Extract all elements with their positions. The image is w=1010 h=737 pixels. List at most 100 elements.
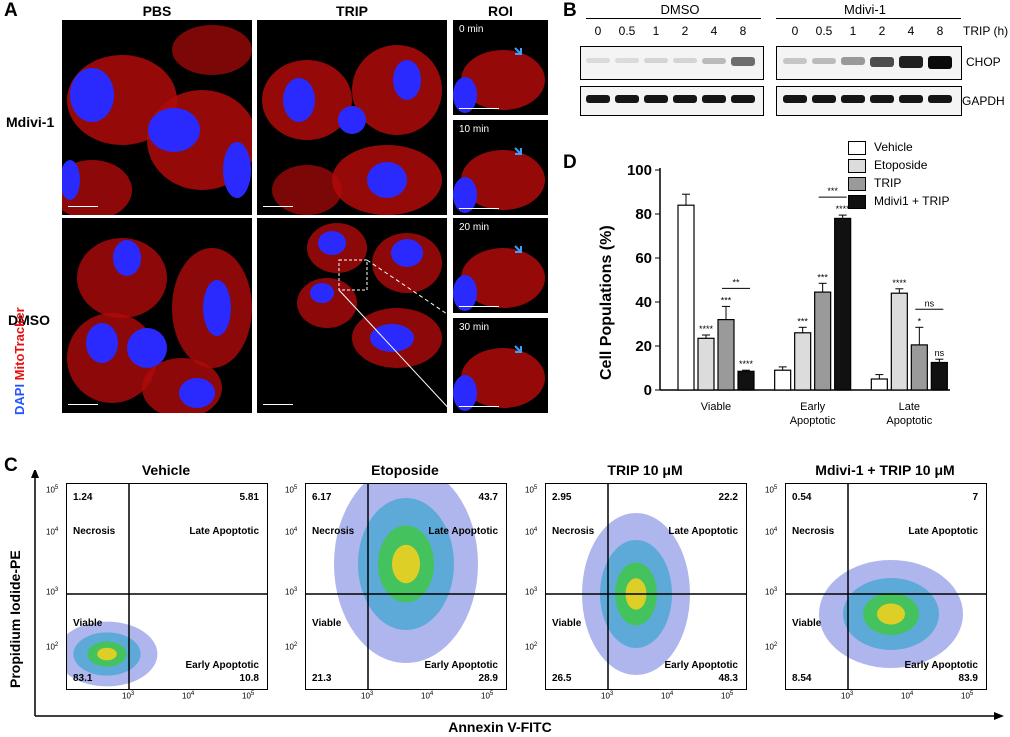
bar-mdivi1-trip	[737, 370, 755, 391]
flow-plot-title: Mdivi-1 + TRIP 10 μM	[815, 462, 955, 478]
quadrant-value-ll: 8.54	[792, 673, 812, 684]
gapdh-blot-dmso	[580, 86, 764, 116]
quadrant-name-ll: Viable	[73, 618, 103, 629]
flow-plot: 1.24 5.81 83.1 10.8 Necrosis Late Apoptotic Vi…	[66, 483, 268, 690]
gapdh-band	[644, 95, 668, 103]
scale-bar	[459, 406, 499, 407]
flow-plot: 0.54 7 8.54 83.9 Necrosis Late Apoptotic Viabl…	[785, 483, 987, 690]
quadrant-value-lr: 83.9	[958, 673, 978, 684]
bar-vehicle	[870, 378, 888, 391]
legend-label: Etoposide	[874, 158, 928, 172]
flow-x-title: Annexin V-FITC	[448, 719, 552, 735]
quadrant-name-lr: Early Apoptotic	[424, 660, 498, 671]
comparison-significance: ***	[827, 186, 838, 196]
col-title-pbs: PBS	[142, 3, 172, 19]
image-dmso-trip	[257, 218, 447, 413]
legend-label: Mdivi1 + TRIP	[874, 194, 950, 208]
scale-bar	[459, 108, 499, 109]
legend-swatch	[848, 194, 866, 209]
roi-time-0: 0 min	[459, 24, 484, 35]
flow-density	[786, 484, 986, 689]
x-log-tick: 103	[601, 691, 614, 701]
wb-time-label: 2	[681, 24, 689, 38]
quadrant-value-ll: 26.5	[552, 673, 572, 684]
wb-time-label: 4	[907, 24, 915, 38]
chop-band	[812, 57, 836, 65]
quadrant-name-lr: Early Apoptotic	[185, 660, 259, 671]
panel-c-letter: C	[4, 455, 18, 476]
chop-band	[702, 57, 726, 65]
gapdh-band	[615, 95, 639, 103]
y-log-tick: 103	[46, 587, 59, 597]
quadrant-name-ll: Viable	[552, 618, 582, 629]
gapdh-band	[899, 95, 923, 103]
group-line-dmso	[586, 18, 761, 19]
quadrant-value-ul: 1.24	[73, 492, 93, 503]
legend-label: Vehicle	[874, 140, 913, 154]
roi-image-2: 20 min	[453, 218, 548, 313]
quadrant-value-lr: 48.3	[718, 673, 738, 684]
wb-time-label: 8	[936, 24, 944, 38]
x-log-tick: 104	[901, 691, 914, 701]
group-label-dmso: DMSO	[660, 2, 700, 17]
wb-time-label: 4	[710, 24, 718, 38]
mitotracker-label: MitoTracker	[12, 307, 27, 381]
chop-band	[841, 57, 865, 66]
y-log-tick: 104	[285, 527, 298, 537]
quadrant-name-ll: Viable	[792, 618, 822, 629]
roi-time-2: 20 min	[459, 222, 490, 233]
image-mdivi-trip	[257, 20, 447, 215]
category-label: Apoptotic	[790, 415, 836, 427]
legend-item: Etoposide	[848, 158, 927, 173]
gapdh-band	[783, 95, 807, 103]
significance-mark: *	[918, 316, 922, 326]
group-label-mdivi: Mdivi-1	[844, 2, 886, 17]
y-tick-label: 100	[627, 162, 652, 179]
y-log-tick: 104	[525, 527, 538, 537]
comparison-significance: **	[732, 277, 740, 287]
cells-mdivi-trip	[262, 45, 442, 215]
comparison-significance: ns	[925, 298, 935, 308]
y-tick-label: 80	[635, 206, 652, 223]
quadrant-value-lr: 28.9	[478, 673, 498, 684]
gapdh-band	[870, 95, 894, 103]
legend-swatch	[848, 140, 866, 155]
gapdh-band	[586, 95, 610, 103]
y-log-tick: 104	[765, 527, 778, 537]
y-log-tick: 102	[285, 642, 298, 652]
panel-a-letter: A	[4, 0, 18, 21]
flow-plot-title: Etoposide	[371, 462, 439, 478]
gapdh-label: GAPDH	[962, 94, 1005, 108]
category-label: Early	[800, 401, 826, 413]
quadrant-value-ul: 2.95	[552, 492, 572, 503]
wb-time-label: 0.5	[815, 24, 833, 38]
chop-band	[586, 57, 610, 64]
scale-bar	[459, 208, 499, 209]
wb-time-label: 0	[791, 24, 799, 38]
cells-mdivi-pbs	[62, 25, 252, 215]
quadrant-value-ur: 7	[972, 492, 978, 503]
x-log-tick: 103	[841, 691, 854, 701]
x-log-tick: 103	[361, 691, 374, 701]
flow-plot-title: Vehicle	[141, 462, 191, 478]
bar-etoposide	[697, 337, 715, 391]
x-log-tick: 103	[122, 691, 135, 701]
chop-band	[615, 57, 639, 64]
legend-swatch	[848, 176, 866, 191]
bar-etoposide	[890, 292, 908, 391]
y-tick-label: 0	[644, 382, 652, 399]
legend-item: Vehicle	[848, 140, 913, 155]
cells-dmso-pbs	[67, 238, 252, 413]
chop-band	[870, 56, 894, 68]
wb-time-label: 8	[739, 24, 747, 38]
image-dmso-pbs	[62, 218, 252, 413]
scale-bar	[263, 404, 293, 405]
quadrant-name-ul: Necrosis	[792, 526, 835, 537]
y-tick-label: 40	[635, 294, 652, 311]
quadrant-name-ur: Late Apoptotic	[908, 526, 978, 537]
quadrant-value-ur: 22.2	[718, 492, 738, 503]
flow-plot-title: TRIP 10 μM	[607, 462, 683, 478]
legend-label: TRIP	[874, 176, 902, 190]
chop-band	[673, 57, 697, 64]
bar-trip	[717, 319, 735, 391]
